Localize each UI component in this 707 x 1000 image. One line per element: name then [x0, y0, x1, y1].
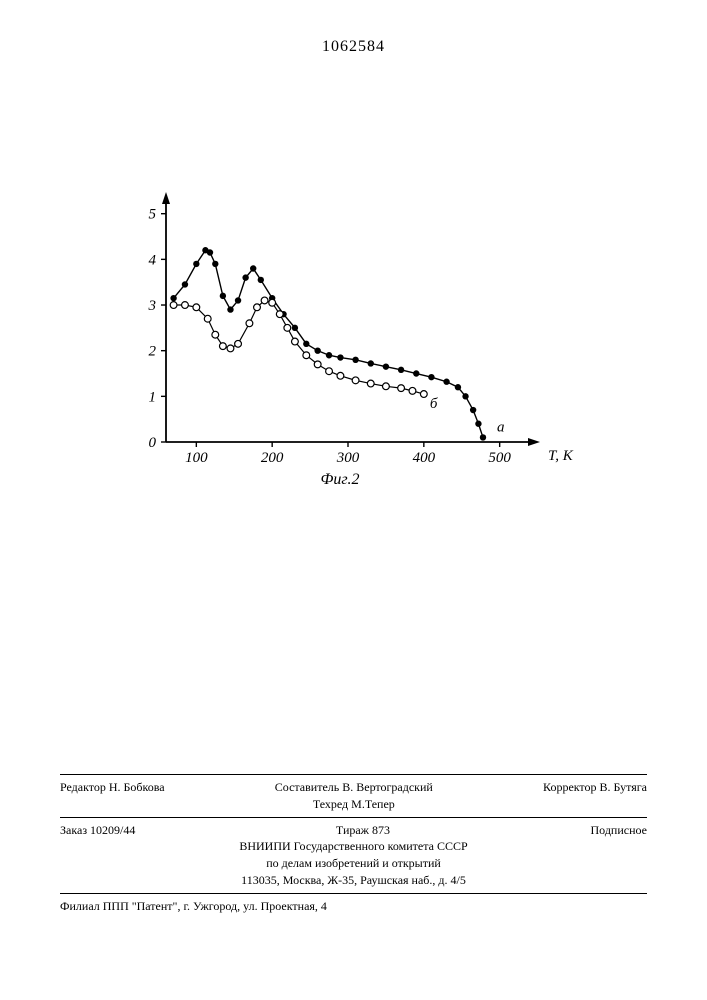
svg-text:400: 400	[413, 450, 436, 466]
org-line-2: по делам изобретений и открытий	[60, 855, 647, 872]
svg-text:Фиг.2: Фиг.2	[321, 471, 360, 488]
footer-rule	[60, 817, 647, 818]
address-1: 113035, Москва, Ж-35, Раушская наб., д. …	[60, 872, 647, 889]
svg-text:4: 4	[149, 252, 157, 268]
technician-name: М.Тепер	[351, 797, 395, 811]
address-2: Филиал ППП "Патент", г. Ужгород, ул. Про…	[60, 898, 647, 915]
org-line-1: ВНИИПИ Государственного комитета СССР	[60, 838, 647, 855]
page-number: 1062584	[0, 38, 707, 56]
order-number: Заказ 10209/44	[60, 822, 135, 839]
svg-text:0: 0	[149, 435, 157, 451]
redactor-label: Редактор	[60, 780, 106, 794]
compiler-name: В. Вертоградский	[342, 780, 433, 794]
footer-row-roles: Редактор Н. Бобкова Составитель В. Верто…	[60, 779, 647, 813]
svg-text:б: б	[430, 396, 438, 412]
redactor-name: Н. Бобкова	[109, 780, 165, 794]
technician-label: Техред	[313, 797, 348, 811]
svg-text:500: 500	[488, 450, 511, 466]
svg-text:2: 2	[149, 344, 157, 360]
corrector: Корректор В. Бутяга	[543, 779, 647, 813]
compiler-tech: Составитель В. Вертоградский Техред М.Те…	[275, 779, 433, 813]
svg-text:1: 1	[149, 389, 157, 405]
svg-text:300: 300	[336, 450, 360, 466]
svg-text:100: 100	[185, 450, 208, 466]
footer: Редактор Н. Бобкова Составитель В. Верто…	[60, 770, 647, 915]
svg-text:5: 5	[149, 207, 157, 223]
svg-text:а: а	[497, 419, 505, 435]
redactor: Редактор Н. Бобкова	[60, 779, 165, 813]
corrector-label: Корректор	[543, 780, 597, 794]
chart: 0 1 2 3 4 5 100 200 300 400 500 T, K Фиг.2 а б	[120, 190, 580, 490]
chart-svg: 0 1 2 3 4 5 100 200 300 400 500 T, K Фиг.2 а б	[120, 190, 580, 490]
circulation: Тираж 873	[336, 822, 390, 839]
footer-row-order: Заказ 10209/44 Тираж 873 Подписное	[60, 822, 647, 839]
subscription: Подписное	[591, 822, 648, 839]
footer-rule	[60, 893, 647, 894]
compiler-label: Составитель	[275, 780, 339, 794]
corrector-name: В. Бутяга	[600, 780, 647, 794]
footer-rule	[60, 774, 647, 775]
svg-text:T, K: T, K	[548, 448, 574, 464]
svg-text:3: 3	[148, 298, 157, 314]
svg-text:200: 200	[261, 450, 284, 466]
